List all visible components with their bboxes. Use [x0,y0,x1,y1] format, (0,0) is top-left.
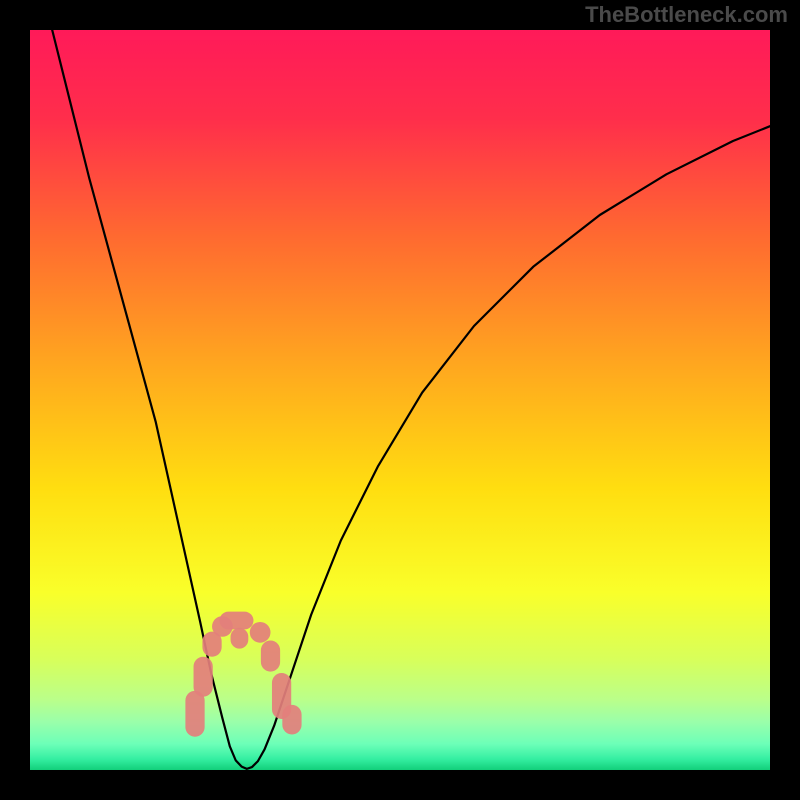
cluster-bead [250,622,271,643]
cluster-bead [261,641,280,672]
cluster-bead [231,628,249,649]
chart-overlay [30,30,770,770]
curve-line [52,30,770,769]
cluster-bead [194,657,213,697]
plot-area [30,30,770,770]
chart-root: TheBottleneck.com [0,0,800,800]
cluster-bead [219,612,253,630]
watermark-text: TheBottleneck.com [585,2,788,28]
cluster-bead [282,705,301,735]
cluster-bead [185,691,204,737]
